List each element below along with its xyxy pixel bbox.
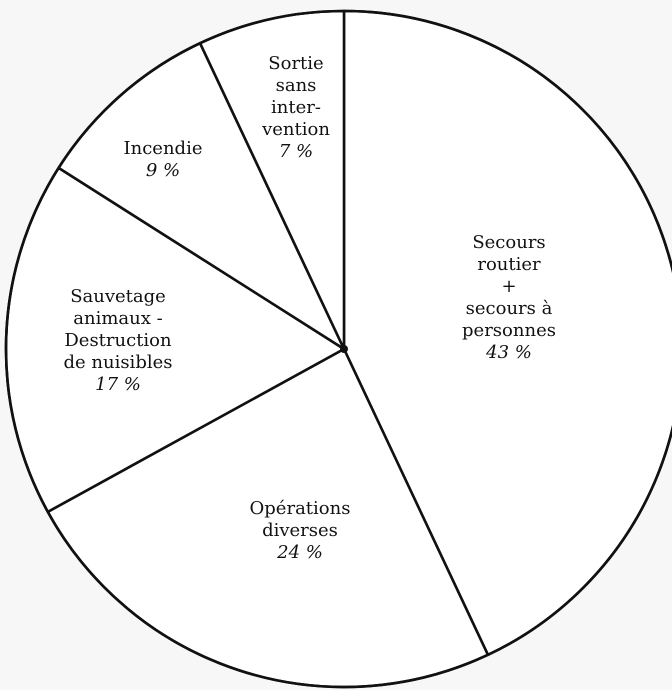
slice-label-line: diverses <box>262 520 338 541</box>
slice-percent-label: 9 % <box>146 160 180 181</box>
slice-label-line: animaux - <box>73 308 162 329</box>
slice-label-line: sans <box>276 75 317 96</box>
slice-label-line: vention <box>261 119 330 140</box>
pie-outline <box>4 9 672 689</box>
slice-percent-label: 43 % <box>485 342 532 363</box>
slice-percent-label: 17 % <box>95 374 141 395</box>
slice-label-line: Sortie <box>268 53 323 74</box>
slice-label-line: inter- <box>271 97 321 118</box>
slice-percent-label: 7 % <box>279 141 313 162</box>
slice-label-line: Opérations <box>250 498 351 519</box>
pie-slices <box>4 9 672 689</box>
slice-label-line: Incendie <box>124 138 203 159</box>
slice-label-line: + <box>501 276 516 297</box>
slice-label-line: Secours <box>472 232 545 253</box>
slice-label-line: routier <box>477 254 541 275</box>
slice-label-line: de nuisibles <box>63 352 172 373</box>
pie-center-dot <box>340 345 348 353</box>
slice-percent-label: 24 % <box>276 542 323 563</box>
slice-label-line: personnes <box>462 320 556 341</box>
slice-label-line: Destruction <box>64 330 172 351</box>
slice-label-line: Sauvetage <box>70 286 166 307</box>
slice-label-line: secours à <box>466 298 553 319</box>
